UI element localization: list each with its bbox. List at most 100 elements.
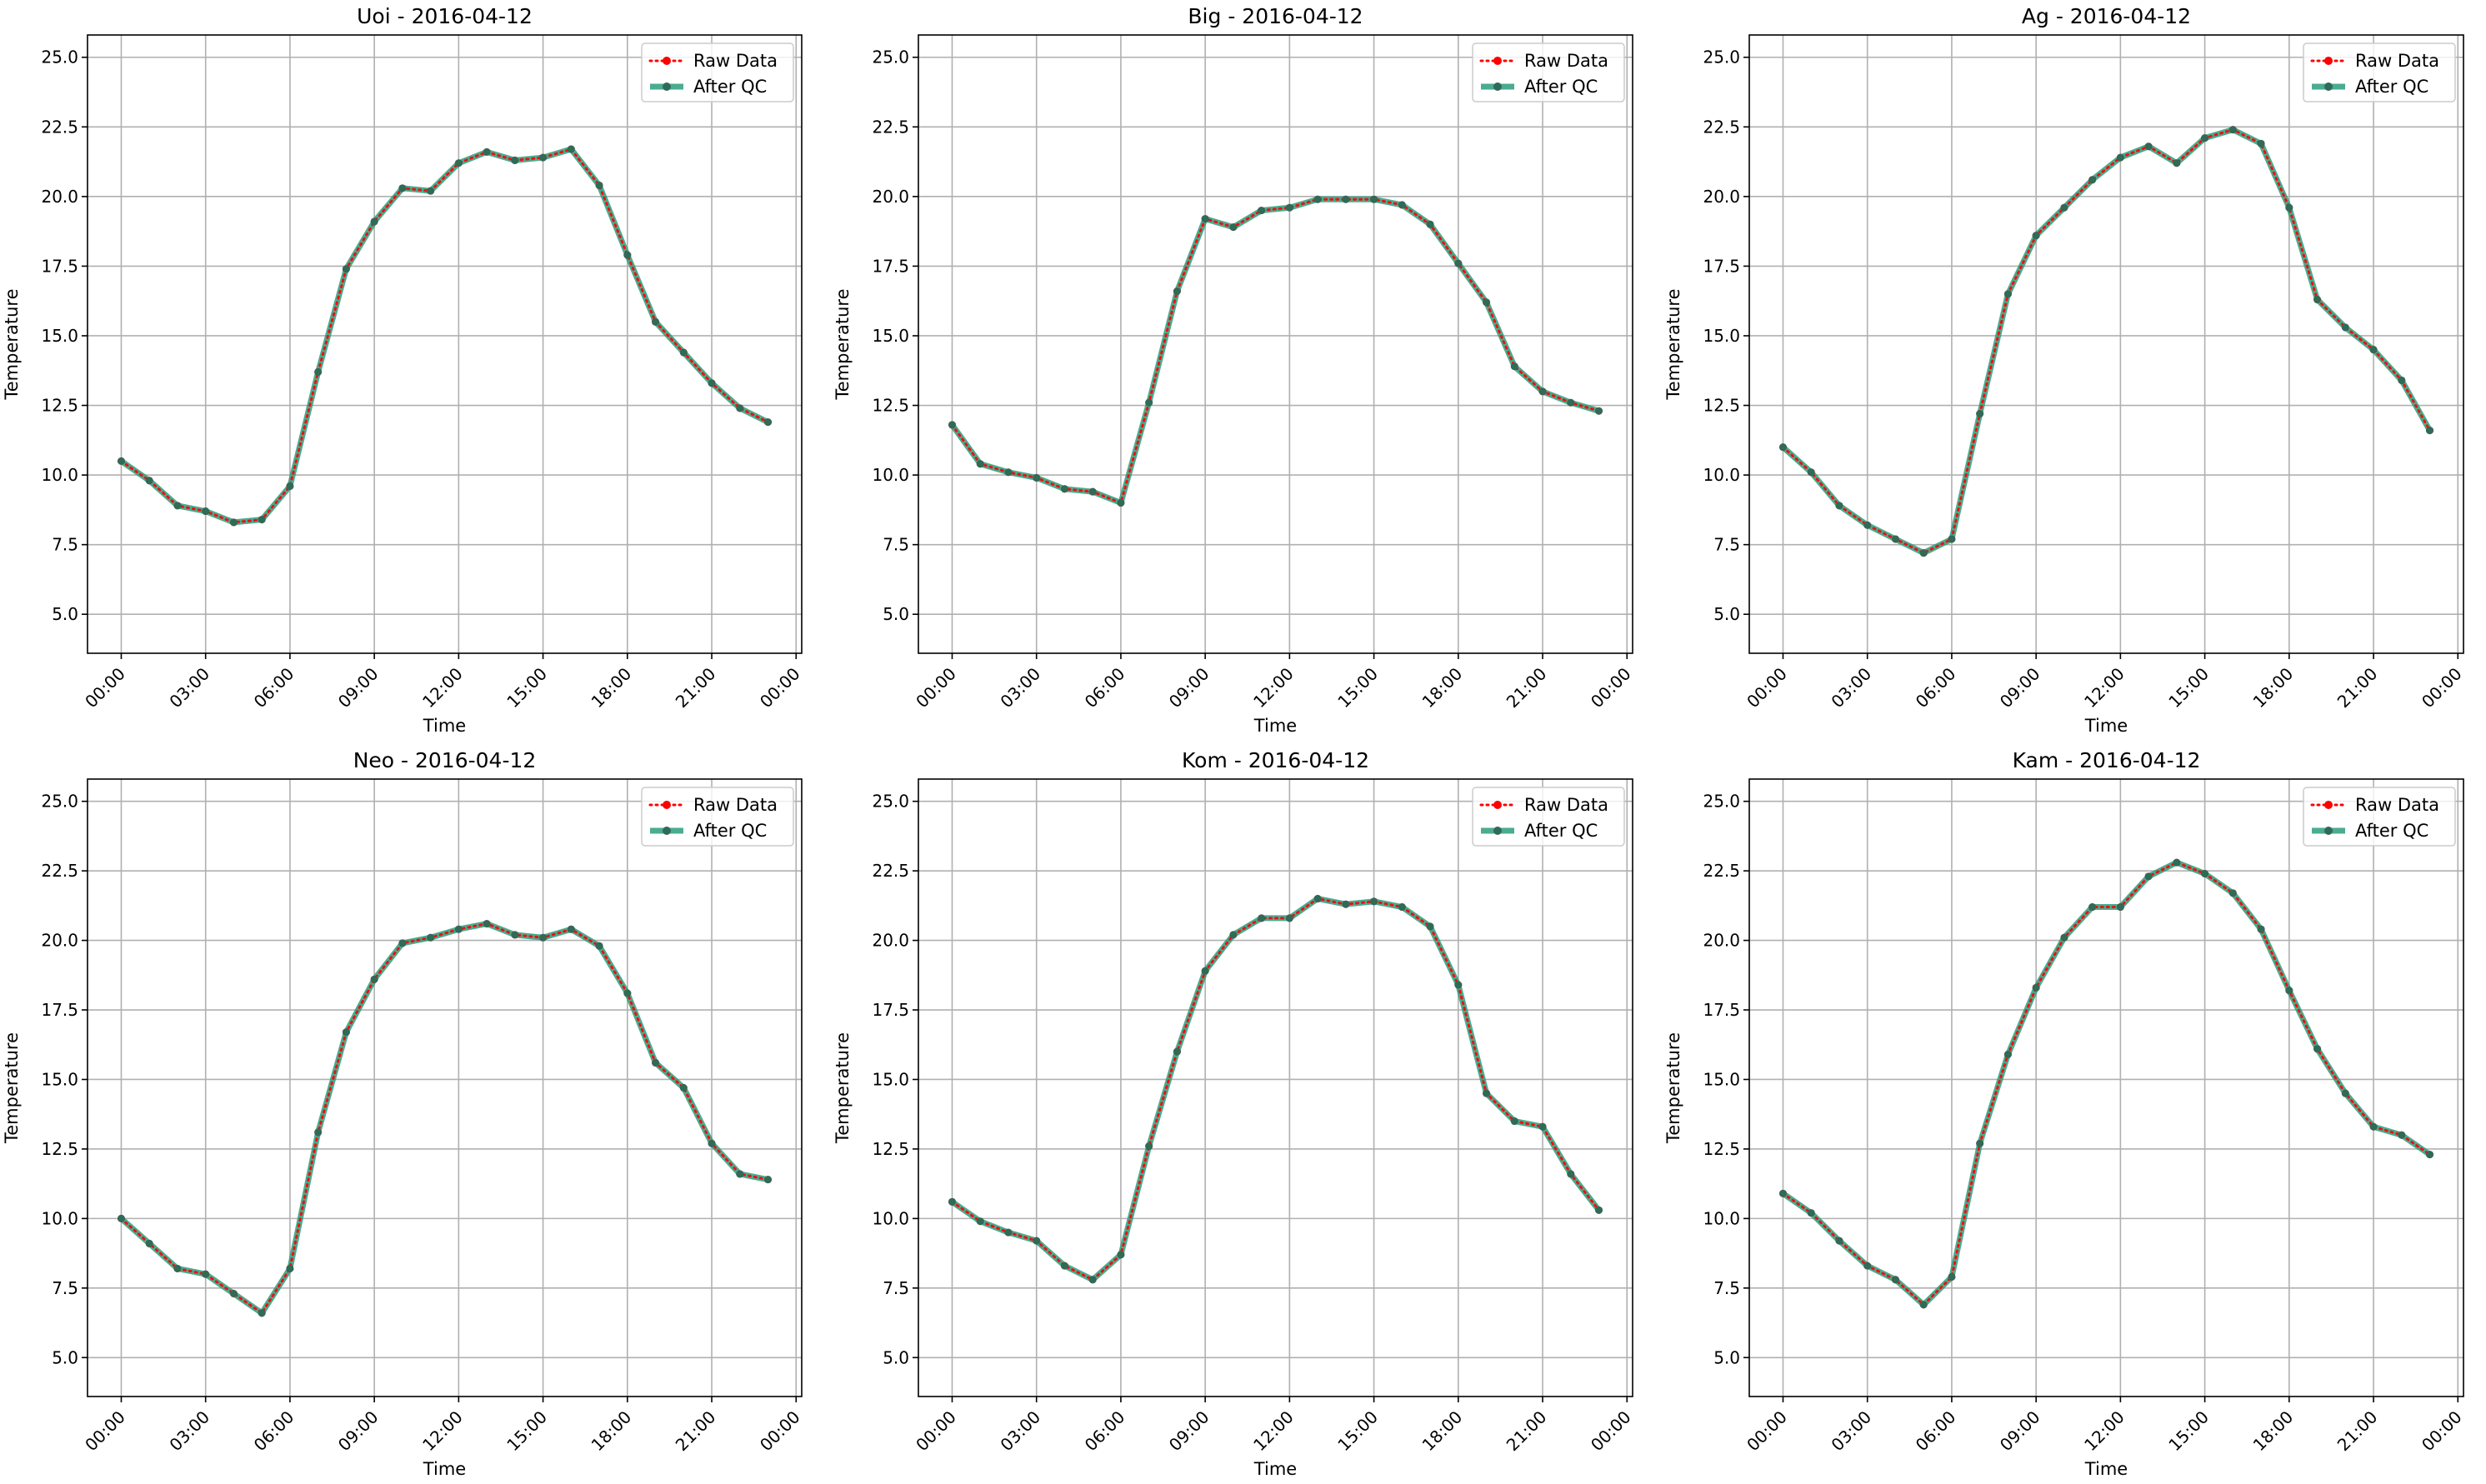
- x-tick-label: 12:00: [1249, 663, 1298, 712]
- x-tick-label: 12:00: [418, 1407, 467, 1455]
- after-qc-point: [173, 502, 182, 510]
- y-axis-label: Temperature: [2, 1032, 22, 1144]
- y-tick-label: 7.5: [52, 1278, 78, 1298]
- after-qc-point: [2285, 987, 2293, 995]
- after-qc-point: [1370, 195, 1378, 203]
- legend-raw-label: Raw Data: [2355, 795, 2439, 815]
- legend-raw-marker: [663, 801, 671, 809]
- after-qc-point: [1976, 410, 1984, 418]
- after-qc-point: [117, 1214, 125, 1222]
- x-tick-label: 18:00: [1418, 663, 1467, 712]
- after-qc-point: [2313, 296, 2322, 304]
- chart-panel: 5.0 7.5 10.0 12.5 15.0 17.5 20.0 22.5 25.0 00:00 0…: [2, 748, 804, 1479]
- x-tick-label: 18:00: [588, 663, 636, 712]
- x-tick-label: 21:00: [2333, 663, 2382, 712]
- raw-data-line: [119, 922, 770, 1315]
- y-tick-label: 25.0: [41, 47, 78, 67]
- y-tick-label: 5.0: [52, 604, 78, 624]
- legend-raw-label: Raw Data: [693, 795, 778, 815]
- after-qc-point: [2032, 232, 2040, 240]
- y-tick-label: 10.0: [41, 1208, 78, 1228]
- after-qc-point: [1863, 521, 1872, 529]
- y-tick-label: 25.0: [872, 47, 909, 67]
- legend-raw-label: Raw Data: [1524, 795, 1608, 815]
- x-tick-label: 18:00: [588, 1407, 636, 1455]
- x-tick-label: 18:00: [1418, 1407, 1467, 1455]
- plot-frame: [87, 34, 803, 654]
- after-qc-point: [1117, 1251, 1125, 1259]
- after-qc-point: [1835, 502, 1843, 510]
- y-tick-label: 20.0: [41, 931, 78, 951]
- chart-title: Neo - 2016-04-12: [353, 748, 537, 772]
- after-qc-point: [1201, 215, 1209, 223]
- after-qc-point: [370, 975, 378, 983]
- x-tick-label: 00:00: [81, 663, 129, 712]
- after-qc-point: [2257, 925, 2265, 933]
- after-qc-point: [454, 925, 463, 933]
- after-qc-point: [2060, 203, 2068, 212]
- after-qc-point: [2003, 290, 2012, 298]
- after-qc-point: [948, 1197, 956, 1206]
- plot-frame: [87, 778, 803, 1397]
- x-tick-label: 12:00: [2080, 1407, 2128, 1455]
- y-tick-label: 5.0: [883, 604, 909, 624]
- x-axis-label: Time: [423, 1459, 466, 1479]
- after-qc-point: [1510, 1117, 1518, 1126]
- x-tick-label: 09:00: [1165, 1407, 1213, 1455]
- after-qc-point: [1538, 1122, 1547, 1131]
- plot-frame: [918, 778, 1633, 1397]
- after-qc-point: [1454, 981, 1463, 989]
- after-qc-point: [398, 939, 407, 947]
- x-tick-label: 15:00: [1333, 663, 1382, 712]
- after-qc-point: [1004, 468, 1013, 477]
- x-tick-label: 15:00: [1333, 1407, 1382, 1455]
- raw-data-line: [950, 197, 1601, 505]
- after-qc-point: [1173, 287, 1181, 295]
- y-tick-label: 12.5: [872, 396, 909, 416]
- x-tick-label: 15:00: [503, 663, 551, 712]
- raw-data-line: [119, 147, 770, 524]
- y-axis-label: Temperature: [1663, 288, 1683, 400]
- after-qc-point: [1370, 897, 1378, 906]
- x-axis-label: Time: [423, 716, 466, 736]
- x-tick-label: 15:00: [503, 1407, 551, 1455]
- y-tick-label: 7.5: [883, 1278, 909, 1298]
- y-tick-label: 5.0: [883, 1347, 909, 1367]
- after-qc-point: [1595, 1206, 1603, 1214]
- x-tick-label: 00:00: [756, 1407, 804, 1455]
- legend-qc-marker: [663, 82, 671, 91]
- after-qc-point: [2228, 126, 2237, 134]
- after-qc-point: [652, 1058, 660, 1067]
- after-qc-point: [2313, 1045, 2322, 1053]
- chart-panel: 5.0 7.5 10.0 12.5 15.0 17.5 20.0 22.5 25.0 00:00 0…: [1663, 748, 2466, 1479]
- y-tick-label: 15.0: [1703, 326, 1740, 346]
- y-tick-label: 25.0: [1703, 47, 1740, 67]
- after-qc-point: [679, 1084, 688, 1092]
- after-qc-point: [1398, 201, 1406, 209]
- after-qc-point: [1201, 967, 1209, 975]
- after-qc-point: [1258, 207, 1266, 215]
- y-tick-label: 10.0: [872, 465, 909, 485]
- after-qc-point: [623, 251, 632, 259]
- after-qc-point: [2398, 376, 2406, 384]
- after-qc-point: [2032, 983, 2040, 992]
- y-tick-label: 15.0: [872, 326, 909, 346]
- after-qc-point: [229, 518, 238, 527]
- after-qc-line: [1779, 859, 2433, 1308]
- y-tick-label: 7.5: [883, 535, 909, 555]
- after-qc-point: [1285, 203, 1293, 212]
- after-qc-point: [2369, 346, 2378, 354]
- after-qc-point: [976, 1217, 984, 1226]
- after-qc-point: [173, 1264, 182, 1272]
- y-tick-label: 22.5: [41, 117, 78, 137]
- after-qc-point: [1258, 914, 1266, 922]
- after-qc-point: [2341, 323, 2349, 332]
- after-qc-point: [2144, 872, 2153, 881]
- after-qc-point: [1567, 398, 1575, 407]
- after-qc-point: [1285, 914, 1293, 922]
- after-qc-point: [2088, 176, 2097, 184]
- after-qc-point: [145, 1239, 153, 1247]
- y-tick-label: 7.5: [1713, 1278, 1740, 1298]
- x-tick-label: 18:00: [2249, 1407, 2298, 1455]
- y-tick-label: 15.0: [1703, 1069, 1740, 1089]
